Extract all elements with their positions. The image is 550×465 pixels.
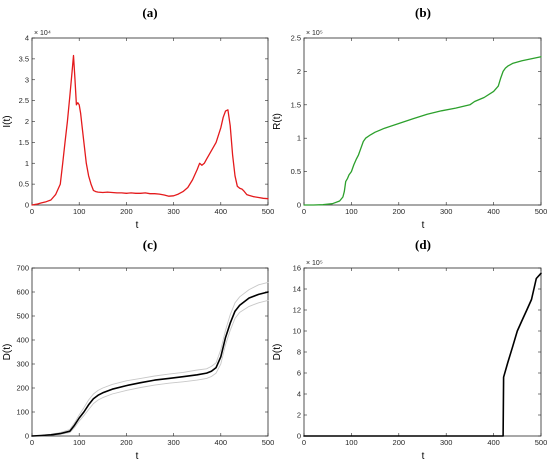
- y-axis-label: D(t): [2, 344, 13, 361]
- y-tick-label: 400: [16, 336, 29, 345]
- x-tick-label: 0: [302, 438, 306, 447]
- x-tick-label: 300: [440, 438, 453, 447]
- x-tick-label: 500: [535, 438, 548, 447]
- y-tick-label: 0: [25, 201, 29, 210]
- y-tick-label: 0.5: [291, 167, 301, 176]
- y-exponent-label: × 10⁵: [306, 30, 323, 37]
- y-exponent-label: × 10⁵: [306, 260, 323, 267]
- y-tick-label: 600: [16, 288, 29, 297]
- x-tick-label: 0: [30, 207, 34, 216]
- x-tick-label: 200: [393, 438, 406, 447]
- panel-letter: (c): [143, 237, 157, 252]
- series-line: [31, 291, 269, 437]
- x-tick-label: 300: [167, 438, 180, 447]
- x-tick-label: 500: [262, 207, 275, 216]
- x-tick-label: 200: [393, 207, 406, 216]
- panel-b: (b) 0 100 200 300 400 500 0 0.5 1 1.5 2 2.5 × 10⁵ t R(t…: [272, 5, 547, 231]
- y-tick-label: 1.5: [291, 100, 301, 109]
- panel-letter: (a): [142, 5, 157, 20]
- x-tick-label: 0: [30, 438, 34, 447]
- y-tick-label: 0: [297, 201, 301, 210]
- x-tick-label: 400: [215, 207, 228, 216]
- y-tick-label: 1: [297, 134, 301, 143]
- y-exponent-label: × 10⁴: [34, 30, 51, 37]
- y-tick-label: 0: [25, 432, 29, 441]
- y-tick-label: 0.5: [19, 180, 29, 189]
- panel-c: (c) 0 100 200 300 400 500 0 100 200 300 400 500 600 70…: [2, 237, 274, 462]
- x-tick-label: 400: [215, 438, 228, 447]
- x-tick-label: 300: [440, 207, 453, 216]
- y-tick-label: 14: [293, 285, 301, 294]
- y-tick-label: 4: [297, 390, 301, 399]
- x-tick-label: 100: [345, 438, 358, 447]
- x-tick-label: 100: [73, 438, 86, 447]
- y-tick-label: 500: [16, 312, 29, 321]
- x-tick-label: 200: [120, 438, 133, 447]
- y-tick-label: 300: [16, 360, 29, 369]
- panel-d: (d) 0 100 200 300 400 500 0 2 4 6 8 10 12 14 16 × 10⁵ t D(…: [272, 237, 547, 462]
- x-axis-label: t: [136, 220, 139, 231]
- plot-frame: [31, 267, 269, 437]
- sample-series-line: [31, 299, 269, 437]
- panel-letter: (b): [415, 5, 431, 20]
- y-tick-label: 700: [16, 264, 29, 273]
- x-tick-label: 400: [487, 207, 500, 216]
- x-tick-label: 200: [120, 207, 133, 216]
- y-tick-label: 2.5: [19, 96, 29, 105]
- series-line: [303, 56, 542, 206]
- panel-letter: (d): [415, 237, 431, 252]
- x-tick-label: 100: [73, 207, 86, 216]
- series-line: [31, 54, 269, 206]
- y-tick-label: 200: [16, 384, 29, 393]
- y-tick-label: 0: [297, 432, 301, 441]
- y-tick-label: 2: [25, 117, 29, 126]
- y-tick-label: 100: [16, 408, 29, 417]
- y-tick-label: 3: [25, 75, 29, 84]
- y-tick-label: 2: [297, 67, 301, 76]
- x-tick-label: 0: [302, 207, 306, 216]
- x-tick-label: 400: [487, 438, 500, 447]
- y-axis-label: R(t): [272, 113, 283, 130]
- y-tick-label: 6: [297, 369, 301, 378]
- x-tick-label: 500: [535, 207, 548, 216]
- plot-frame: [303, 37, 542, 206]
- y-tick-label: 1.5: [19, 138, 29, 147]
- y-axis-label: I(t): [2, 115, 13, 127]
- x-tick-label: 100: [345, 207, 358, 216]
- y-tick-label: 10: [293, 327, 301, 336]
- y-axis-label: D(t): [272, 344, 283, 361]
- x-axis-label: t: [422, 451, 425, 462]
- x-axis-label: t: [422, 220, 425, 231]
- plot-frame: [303, 267, 542, 437]
- y-tick-label: 12: [293, 306, 301, 315]
- x-tick-label: 300: [167, 207, 180, 216]
- y-tick-label: 1: [25, 159, 29, 168]
- x-tick-label: 500: [262, 438, 275, 447]
- y-tick-label: 2.5: [291, 34, 301, 43]
- y-tick-label: 16: [293, 264, 301, 273]
- y-tick-label: 8: [297, 348, 301, 357]
- x-axis-label: t: [136, 451, 139, 462]
- sample-series-line: [31, 281, 269, 437]
- y-tick-label: 2: [297, 411, 301, 420]
- series-line: [303, 272, 542, 437]
- y-tick-label: 4: [25, 34, 29, 43]
- panel-a: (a) 0 100 200 300 400 500 0 0.5 1 1.5 2 2.5 3 3.5 4 × 10…: [2, 5, 274, 231]
- y-tick-label: 3.5: [19, 54, 29, 63]
